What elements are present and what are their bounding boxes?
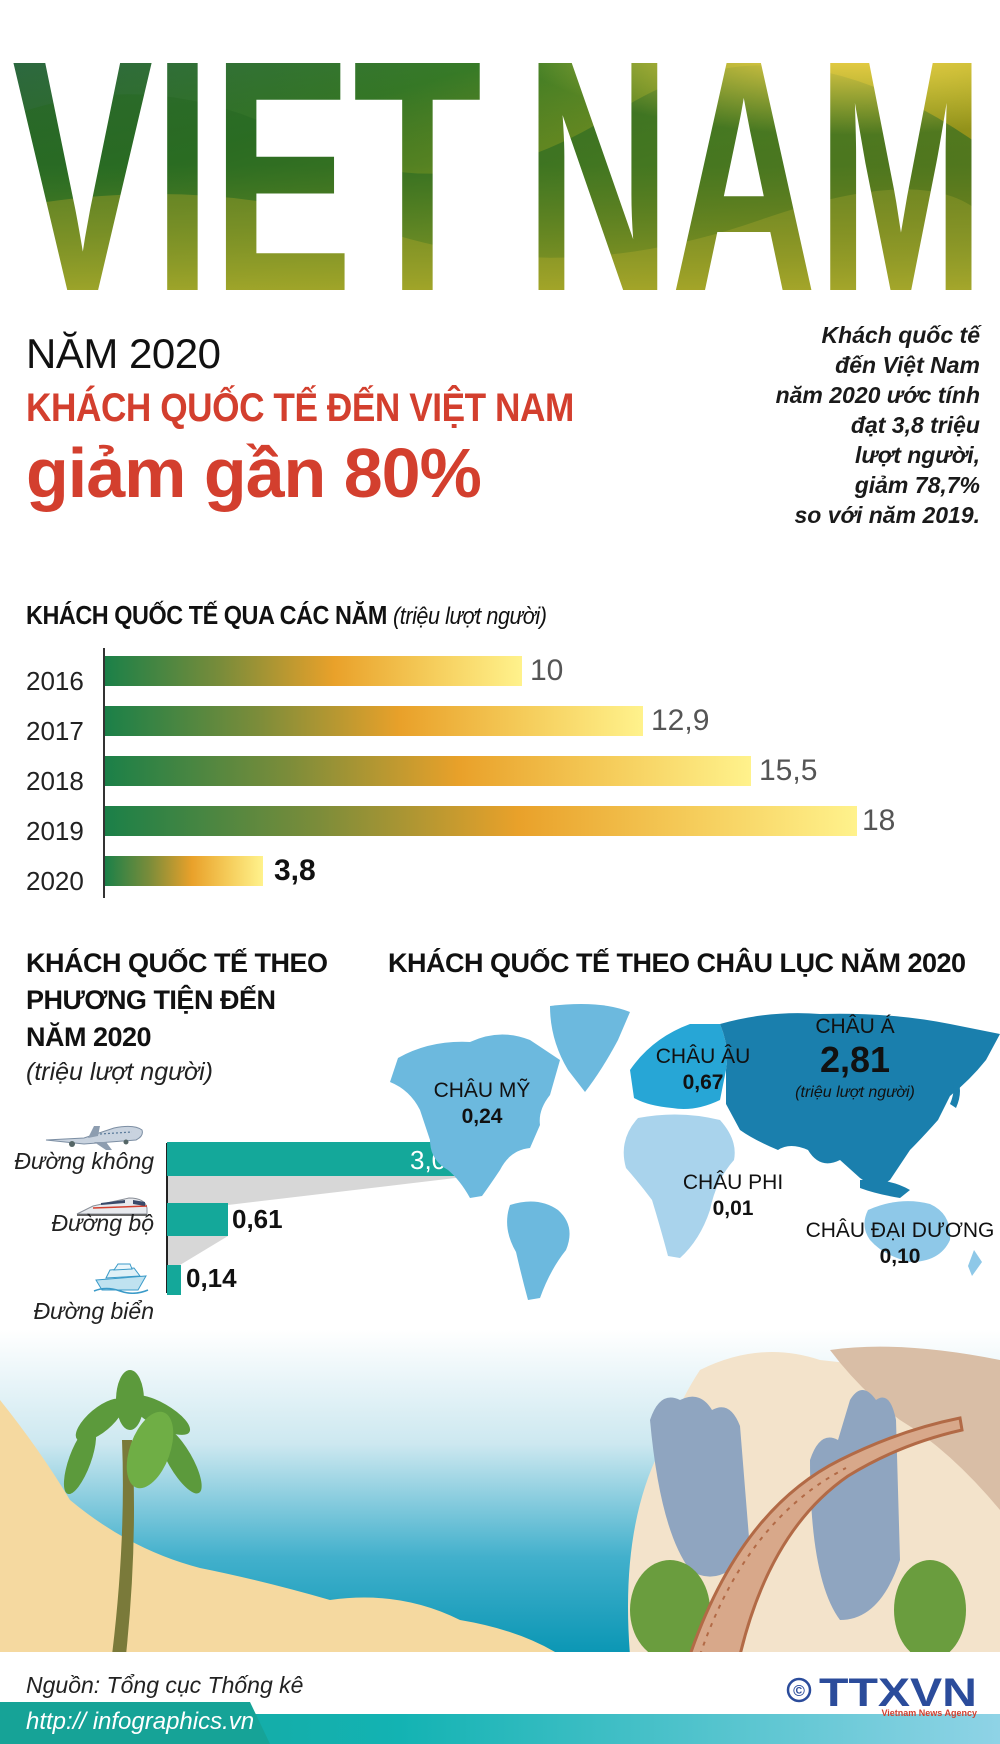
bar-value: 3,8	[274, 854, 316, 887]
years-chart-axis	[103, 648, 105, 898]
bar-value-sea: 0,14	[186, 1263, 237, 1293]
svg-text:Vietnam News Agency: Vietnam News Agency	[881, 1708, 977, 1718]
svg-text:TTXVN: TTXVN	[819, 1671, 977, 1715]
hero-banner: VIET NAM	[0, 0, 1000, 300]
map-label-oceania: CHÂU ĐẠI DƯƠNG 0,10	[800, 1218, 1000, 1270]
bar-year-label: 2020	[26, 866, 84, 896]
transport-label-air: Đường không	[14, 1148, 154, 1174]
map-label-africa: CHÂU PHI 0,01	[673, 1170, 793, 1222]
summary-line: đạt 3,8 triệu	[850, 412, 980, 438]
summary-line: so với năm 2019.	[794, 502, 980, 528]
continent-name: CHÂU PHI	[682, 1171, 784, 1194]
years-chart-title-text: KHÁCH QUỐC TẾ QUA CÁC NĂM	[26, 600, 387, 630]
asia-shape	[720, 1013, 1000, 1185]
transport-unit: (triệu lượt người)	[26, 1058, 213, 1086]
bar-year-label: 2017	[26, 716, 84, 746]
transport-label-road: Đường bộ	[51, 1210, 154, 1236]
bar-air	[167, 1142, 472, 1176]
bar-value: 15,5	[759, 754, 818, 787]
greenland-shape	[550, 1004, 630, 1092]
transport-label-sea: Đường biển	[33, 1298, 154, 1324]
transport-chart-title: KHÁCH QUỐC TẾ THEO PHƯƠNG TIỆN ĐẾN NĂM 2…	[26, 945, 328, 1056]
svg-text:©: ©	[793, 1683, 805, 1700]
transport-title-line: NĂM 2020	[26, 1022, 152, 1052]
bar-road	[167, 1203, 228, 1236]
oceania-shape	[864, 1201, 951, 1262]
continent-name: CHÂU MỸ	[433, 1079, 531, 1102]
summary-line: giảm 78,7%	[854, 472, 980, 498]
ship-icon	[93, 1263, 149, 1294]
bar-row-2018: 2018 15,5	[0, 754, 1000, 804]
continent-value: 0,10	[879, 1245, 921, 1268]
airplane-icon	[45, 1125, 143, 1150]
transport-title-line: PHƯƠNG TIỆN ĐẾN	[26, 985, 276, 1015]
bar-value: 10	[530, 654, 564, 687]
summary-text: Khách quốc tế đến Việt Nam năm 2020 ước …	[720, 320, 980, 530]
palm-leaves	[63, 1370, 202, 1495]
train-icon	[76, 1197, 148, 1216]
headline-year: NĂM 2020	[26, 330, 221, 377]
bar-row-2019: 2019 18	[0, 804, 1000, 854]
headline-title: KHÁCH QUỐC TẾ ĐẾN VIỆT NAM	[26, 386, 574, 430]
sand-shape	[0, 1400, 560, 1655]
golden-bridge	[688, 1416, 964, 1655]
transport-title-line: KHÁCH QUỐC TẾ THEO	[26, 948, 328, 978]
headline-big-stat: giảm gần 80%	[26, 434, 482, 512]
footer: Nguồn: Tổng cục Thống kê http:// infogra…	[0, 1652, 1000, 1744]
bar-year-label: 2019	[26, 816, 84, 846]
summary-line: Khách quốc tế	[821, 322, 980, 348]
bar-row-2017: 2017 12,9	[0, 704, 1000, 754]
continent-name: CHÂU Á	[815, 1015, 895, 1038]
years-chart-title: KHÁCH QUỐC TẾ QUA CÁC NĂM (triệu lượt ng…	[26, 600, 547, 631]
bar-2016	[105, 656, 522, 686]
continent-name: CHÂU ÂU	[655, 1045, 751, 1068]
bar-2020	[105, 856, 263, 886]
bar-value: 18	[862, 804, 896, 837]
bar-row-2016: 2016 10	[0, 654, 1000, 704]
website-link[interactable]: http:// infographics.vn	[26, 1708, 255, 1735]
north-america-shape	[390, 1034, 560, 1198]
headline-block: NĂM 2020 KHÁCH QUỐC TẾ ĐẾN VIỆT NAM giảm…	[26, 330, 649, 513]
map-label-europe: CHÂU ÂU 0,67	[653, 1044, 753, 1096]
bar-2018	[105, 756, 751, 786]
years-chart-unit: (triệu lượt người)	[393, 603, 547, 630]
continent-value: 2,81	[819, 1039, 891, 1080]
summary-line: lượt người,	[854, 442, 980, 468]
palm-trunk	[112, 1440, 134, 1655]
south-america-shape	[507, 1201, 570, 1300]
source-text: Nguồn: Tổng cục Thống kê	[26, 1672, 304, 1698]
continent-value: 0,24	[461, 1105, 503, 1128]
bar-2017	[105, 706, 643, 736]
continent-unit: (triệu lượt người)	[795, 1084, 915, 1101]
bar-sea	[167, 1265, 181, 1295]
summary-line: đến Việt Nam	[835, 352, 980, 378]
map-chart-title: KHÁCH QUỐC TẾ THEO CHÂU LỤC NĂM 2020	[388, 948, 966, 978]
africa-shape	[623, 1114, 735, 1258]
greenery	[630, 1560, 966, 1655]
bar-year-label: 2018	[26, 766, 84, 796]
footer-url-tab	[0, 1702, 270, 1744]
bar-value: 12,9	[651, 704, 710, 737]
bar-row-2020: 2020 3,8	[0, 854, 1000, 904]
continent-name: CHÂU ĐẠI DƯƠNG	[805, 1219, 995, 1242]
map-label-america: CHÂU MỸ 0,24	[422, 1078, 542, 1130]
bar-year-label: 2016	[26, 666, 84, 696]
vietnam-landscape-title: VIET NAM	[12, 0, 985, 300]
world-map	[390, 1004, 1000, 1300]
continent-value: 0,01	[712, 1197, 754, 1220]
summary-line: năm 2020 ước tính	[775, 382, 980, 408]
ttxvn-logo: © TTXVN Vietnam News Agency	[786, 1671, 977, 1718]
bar-value-road: 0,61	[232, 1204, 283, 1234]
continent-value: 0,67	[682, 1071, 724, 1094]
map-label-asia: CHÂU Á 2,81 (triệu lượt người)	[785, 1014, 925, 1106]
europe-shape	[630, 1024, 728, 1109]
bar-2019	[105, 806, 857, 836]
beach-golden-bridge-illustration	[0, 1330, 1000, 1655]
